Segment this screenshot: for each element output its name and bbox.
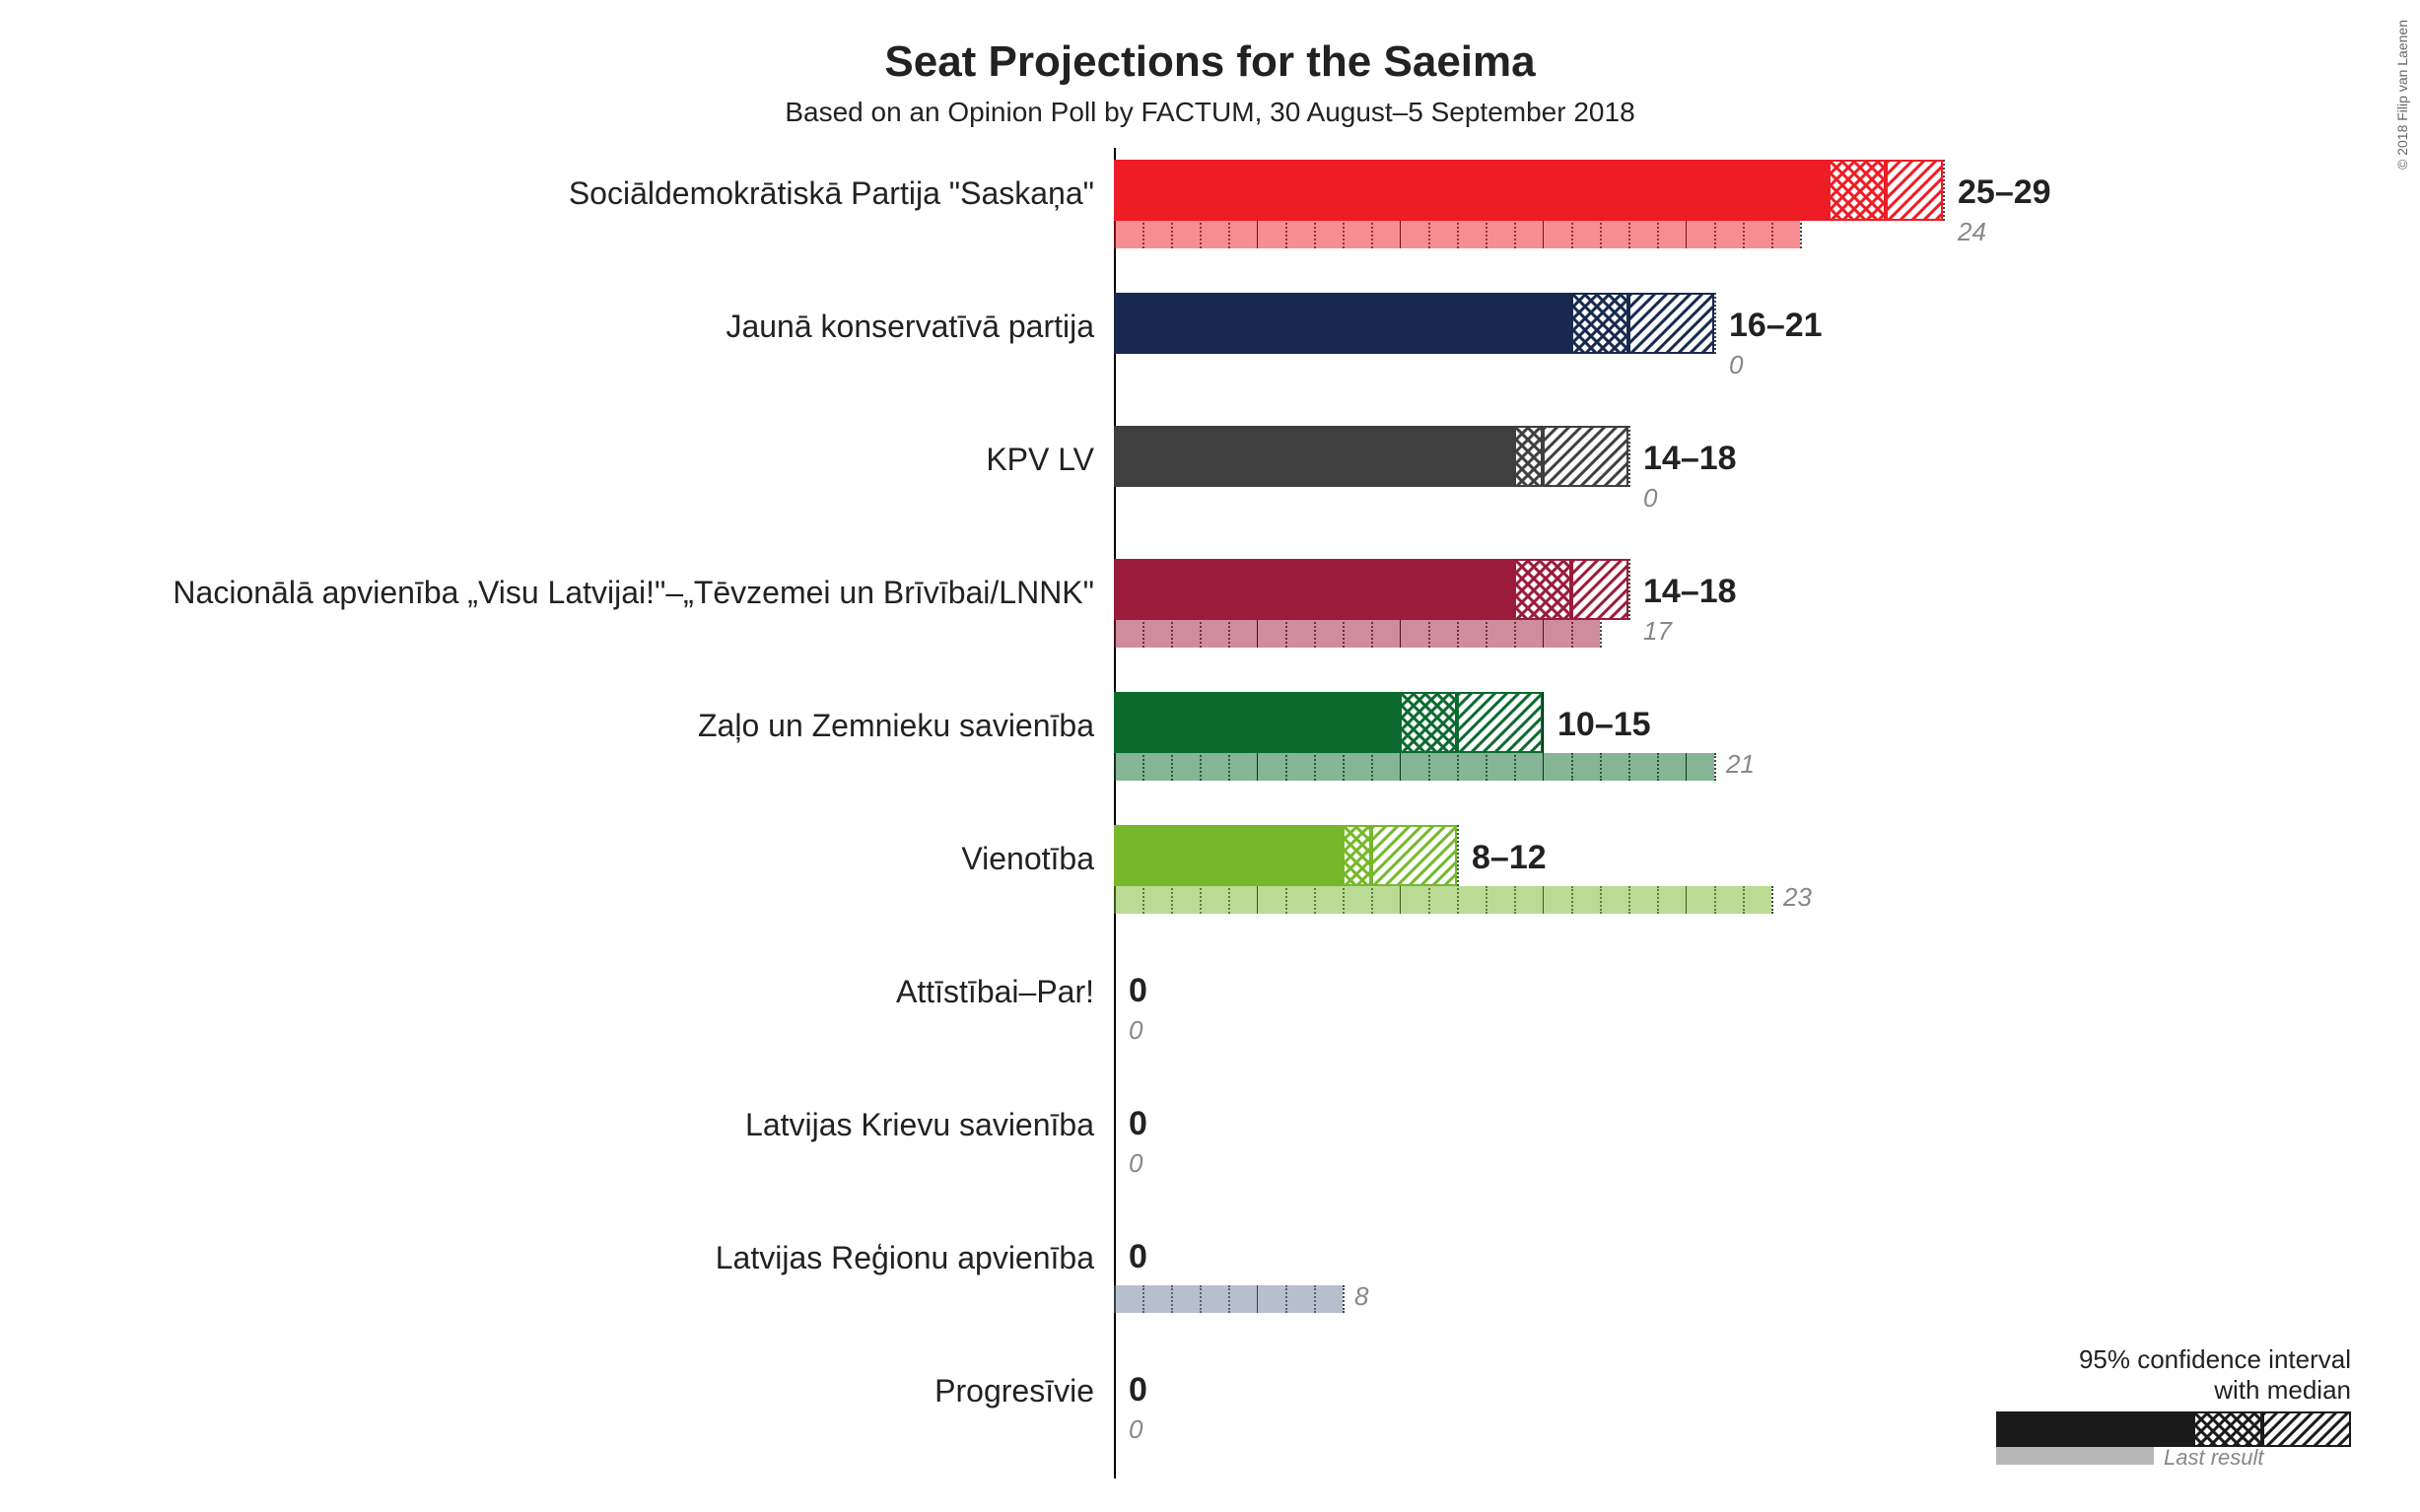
- range-label: 0: [1129, 1238, 1147, 1276]
- party-row: Nacionālā apvienība „Visu Latvijai!"–„Tē…: [0, 547, 2420, 680]
- party-label: KPV LV: [0, 442, 1094, 478]
- bar-area: 14–18 17: [1114, 559, 2169, 667]
- last-result-label: 23: [1783, 882, 1812, 913]
- last-result-label: 17: [1643, 616, 1672, 647]
- legend-bar-solid: [1996, 1411, 2193, 1447]
- range-label: 0: [1129, 1105, 1147, 1143]
- last-result-label: 8: [1354, 1281, 1368, 1312]
- range-label: 0: [1129, 1371, 1147, 1409]
- last-result-bar: [1114, 1285, 1343, 1313]
- last-result-bar: [1114, 221, 1800, 248]
- party-label: Sociāldemokrātiskā Partija "Saskaņa": [0, 175, 1094, 212]
- bar-low: [1114, 160, 1829, 221]
- tick-minor: [1628, 559, 1630, 620]
- tick-minor: [1714, 753, 1716, 781]
- last-result-label: 0: [1643, 483, 1657, 514]
- bar-median: [1514, 426, 1543, 487]
- last-result-label: 0: [1729, 350, 1743, 380]
- party-row: Zaļo un Zemnieku savienība 10–15 21: [0, 680, 2420, 813]
- last-result-label: 0: [1129, 1148, 1142, 1179]
- party-label: Vienotība: [0, 841, 1094, 877]
- bar-area: 8–12 23: [1114, 825, 2169, 933]
- bar-area: 00: [1114, 958, 2169, 1066]
- tick-minor: [1943, 160, 1945, 221]
- bar-high: [1457, 692, 1543, 753]
- bar-median: [1571, 293, 1628, 354]
- party-label: Latvijas Krievu savienība: [0, 1107, 1094, 1143]
- last-result-bar: [1114, 620, 1600, 648]
- party-label: Attīstībai–Par!: [0, 974, 1094, 1010]
- legend-title-line2: with median: [2214, 1375, 2351, 1405]
- party-row: Jaunā konservatīvā partija 16–21 0: [0, 281, 2420, 414]
- party-row: Latvijas Reģionu apvienība08: [0, 1212, 2420, 1345]
- last-result-bar: [1114, 753, 1714, 781]
- range-label: 0: [1129, 972, 1147, 1010]
- tick-minor: [1771, 886, 1773, 914]
- bar-area: 25–29 24: [1114, 160, 2169, 268]
- tick-minor: [1628, 426, 1630, 487]
- bar-area: 14–18 0: [1114, 426, 2169, 534]
- bar-low: [1114, 293, 1571, 354]
- bar-high: [1543, 426, 1628, 487]
- party-row: Sociāldemokrātiskā Partija "Saskaņa" 25–2…: [0, 148, 2420, 281]
- bar-median: [1400, 692, 1457, 753]
- bar-low: [1114, 559, 1514, 620]
- range-label: 25–29: [1958, 173, 2051, 212]
- legend-title-line1: 95% confidence interval: [2079, 1344, 2351, 1374]
- bar-high: [1571, 559, 1628, 620]
- party-row: Latvijas Krievu savienība00: [0, 1079, 2420, 1212]
- legend-bar-cross: [2193, 1411, 2262, 1447]
- range-label: 10–15: [1557, 706, 1651, 744]
- legend: 95% confidence interval with median Last…: [1996, 1344, 2351, 1473]
- bar-area: 00: [1114, 1091, 2169, 1200]
- bar-high: [1886, 160, 1943, 221]
- last-result-label: 0: [1129, 1015, 1142, 1046]
- last-result-label: 0: [1129, 1414, 1142, 1445]
- bar-median: [1514, 559, 1571, 620]
- range-label: 14–18: [1643, 440, 1737, 478]
- party-row: Vienotība 8–12 23: [0, 813, 2420, 946]
- bar-high: [1628, 293, 1714, 354]
- bar-low: [1114, 426, 1514, 487]
- legend-bar-diag: [2262, 1411, 2351, 1447]
- last-result-label: 24: [1958, 217, 1986, 247]
- range-label: 16–21: [1729, 307, 1823, 345]
- party-label: Zaļo un Zemnieku savienība: [0, 708, 1094, 744]
- bar-median: [1829, 160, 1886, 221]
- party-label: Progresīvie: [0, 1373, 1094, 1409]
- bar-low: [1114, 692, 1400, 753]
- bar-median: [1343, 825, 1371, 886]
- range-label: 14–18: [1643, 573, 1737, 611]
- legend-title: 95% confidence interval with median: [1996, 1344, 2351, 1406]
- bar-low: [1114, 825, 1343, 886]
- party-label: Nacionālā apvienība „Visu Latvijai!"–„Tē…: [0, 575, 1094, 611]
- party-row: KPV LV 14–18 0: [0, 414, 2420, 547]
- tick-minor: [1343, 1285, 1345, 1313]
- legend-last-bar: [1996, 1447, 2154, 1465]
- last-result-bar: [1114, 886, 1771, 914]
- legend-bar: Last result: [1996, 1411, 2351, 1473]
- tick-minor: [1714, 293, 1716, 354]
- plot-area: Sociāldemokrātiskā Partija "Saskaņa" 25–2…: [0, 148, 2420, 1478]
- legend-last-label: Last result: [2164, 1445, 2264, 1471]
- range-label: 8–12: [1472, 839, 1547, 877]
- chart-title: Seat Projections for the Saeima: [0, 37, 2420, 87]
- party-label: Latvijas Reģionu apvienība: [0, 1240, 1094, 1276]
- last-result-label: 21: [1726, 749, 1755, 780]
- bar-area: 16–21 0: [1114, 293, 2169, 401]
- party-label: Jaunā konservatīvā partija: [0, 309, 1094, 345]
- party-row: Attīstībai–Par!00: [0, 946, 2420, 1079]
- chart-container: Seat Projections for the Saeima Based on…: [0, 0, 2420, 1512]
- chart-subtitle: Based on an Opinion Poll by FACTUM, 30 A…: [0, 97, 2420, 128]
- bar-high: [1371, 825, 1457, 886]
- bar-area: 08: [1114, 1224, 2169, 1333]
- bar-area: 10–15 21: [1114, 692, 2169, 800]
